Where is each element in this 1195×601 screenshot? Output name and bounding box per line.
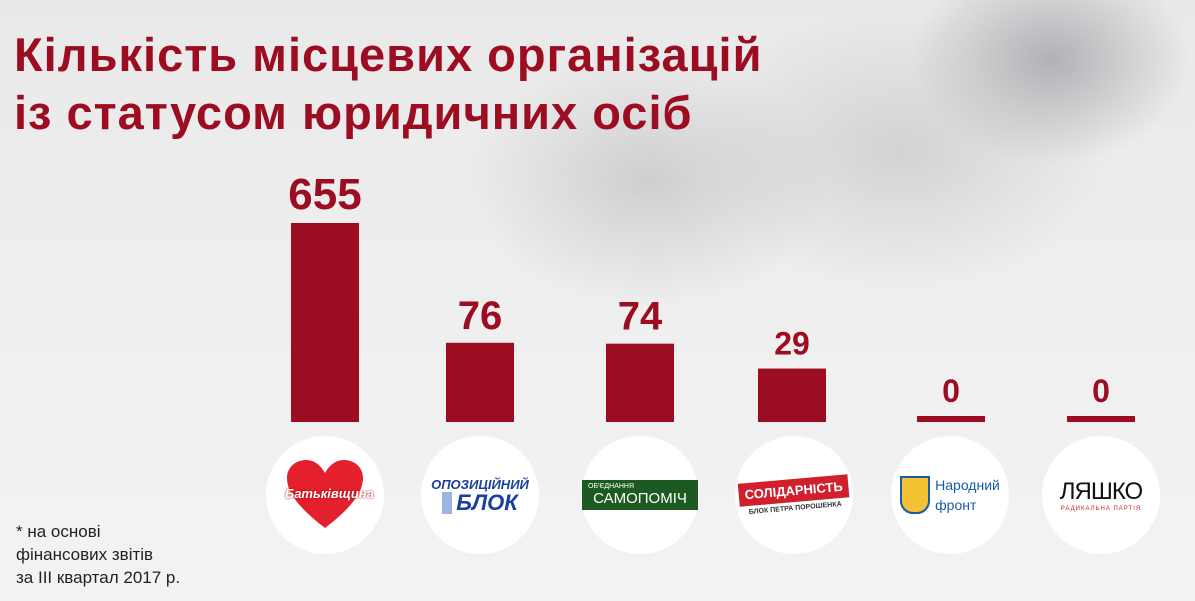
logo-samopomich: ОБ'ЄДНАННЯ САМОПОМІЧ [581, 436, 699, 554]
logo-opposition-bloc: ОПОЗИЦІЙНИЙ БЛОК [421, 436, 539, 554]
heart-icon [287, 460, 363, 528]
bar-1 [446, 342, 514, 422]
logo-batkivshchyna: Батьківщина [266, 436, 384, 554]
bar-4 [917, 416, 985, 422]
footnote: * на основі фінансових звітів за III ква… [16, 522, 181, 587]
value-label-1: 76 [458, 294, 503, 338]
value-label-3: 29 [774, 326, 810, 362]
value-label-0: 655 [288, 170, 361, 219]
title-line-1: Кількість місцевих організацій [14, 28, 763, 81]
bar-5 [1067, 416, 1135, 422]
chart-title: Кількість місцевих організацій із статус… [14, 26, 762, 142]
value-label-5: 0 [1092, 373, 1110, 409]
shield-icon [900, 476, 931, 514]
logo-batkivshchyna-label: Батьківщина [285, 486, 374, 501]
logo-solidarnist: СОЛІДАРНІСТЬ БЛОК ПЕТРА ПОРОШЕНКА [735, 436, 853, 554]
title-line-2: із статусом юридичних осіб [14, 86, 693, 139]
logo-narodnyi-front: Народний фронт [891, 436, 1009, 554]
bar-2 [606, 343, 674, 422]
bar-0 [291, 223, 359, 422]
value-label-2: 74 [618, 295, 663, 339]
logo-liashko: ЛЯШКО РАДИКАЛЬНА ПАРТІЯ [1042, 436, 1160, 554]
value-label-4: 0 [942, 373, 960, 409]
bar-3 [758, 368, 826, 422]
